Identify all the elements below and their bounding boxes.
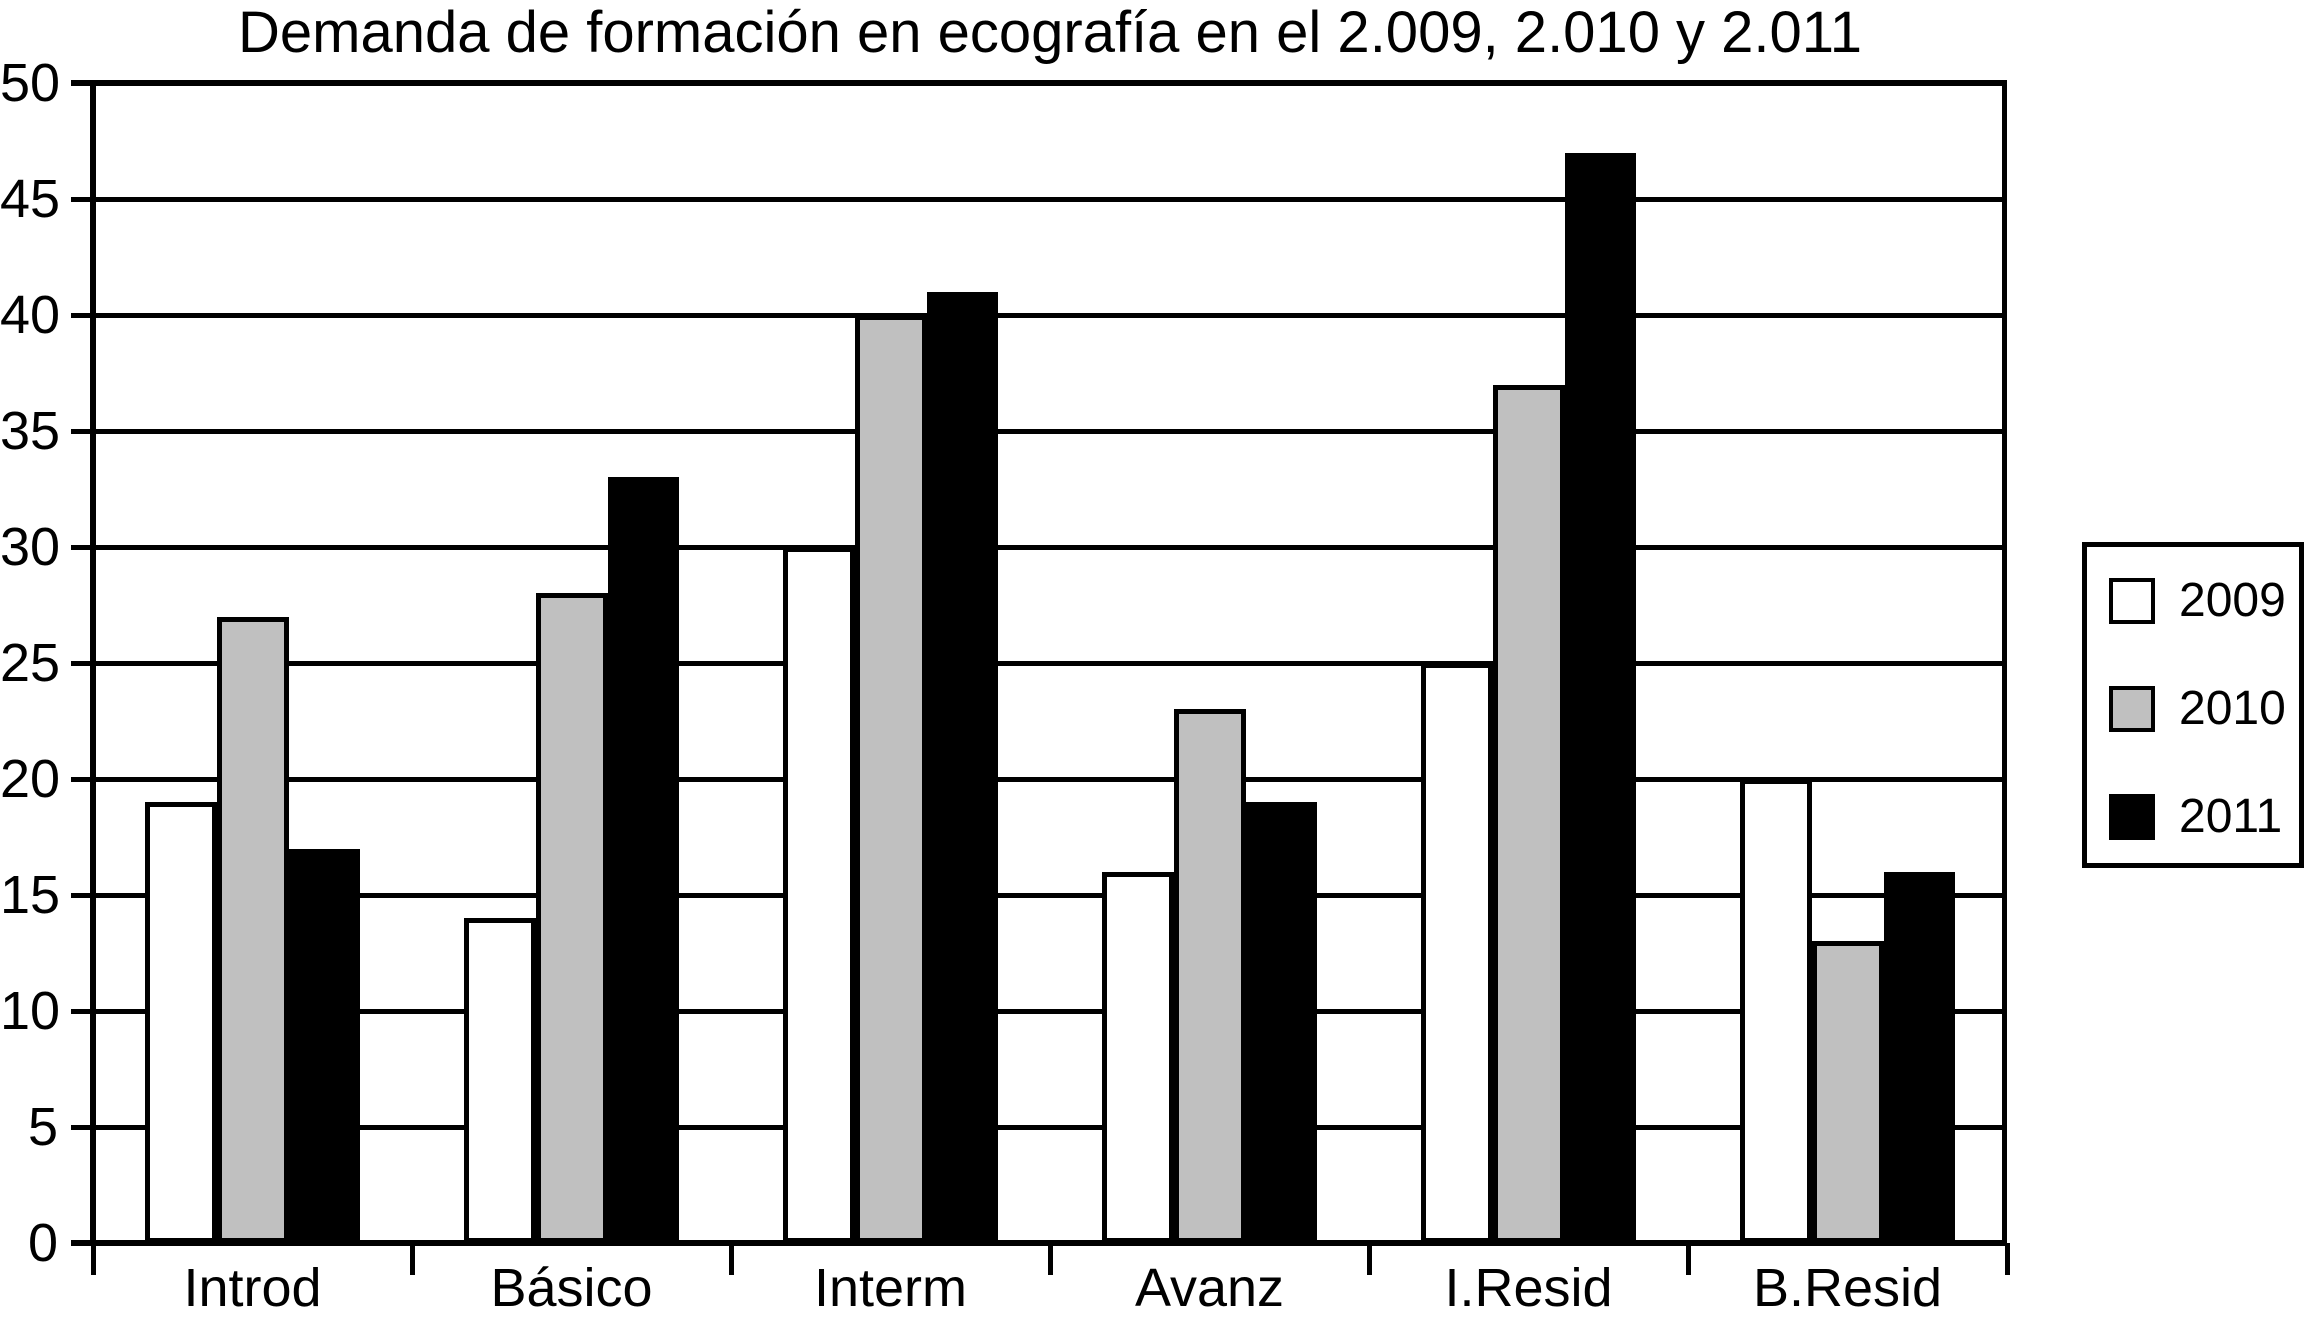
bar-2010-I.Resid — [1492, 384, 1565, 1243]
y-tick-label: 25 — [0, 633, 61, 693]
gridline — [71, 892, 2007, 898]
bar-2010-Interm — [854, 315, 927, 1243]
legend-label: 2010 — [2179, 682, 2286, 735]
category-label: B.Resid — [1752, 1258, 1943, 1318]
legend-entry-2009: 2009 — [2109, 574, 2299, 627]
bar-2011-Introd — [288, 848, 361, 1243]
gridline — [71, 660, 2007, 666]
bar-2009-Básico — [464, 918, 536, 1243]
bar-2011-Básico — [607, 477, 680, 1243]
bar-2009-I.Resid — [1421, 663, 1493, 1243]
legend-swatch-2010 — [2109, 686, 2155, 732]
y-tick-label: 0 — [27, 1213, 58, 1273]
x-axis-tick — [409, 1243, 415, 1275]
category-label: Avanz — [1134, 1258, 1285, 1318]
x-axis-tick — [2004, 1243, 2010, 1275]
bar-2010-Avanz — [1173, 709, 1246, 1243]
category-label: Básico — [490, 1258, 653, 1318]
bar-2009-B.Resid — [1740, 779, 1812, 1243]
plot-top-border — [71, 80, 2007, 86]
bar-2011-B.Resid — [1883, 871, 1956, 1243]
legend-swatch-2009 — [2109, 578, 2155, 624]
bar-2011-Avanz — [1245, 802, 1318, 1243]
y-tick-label: 10 — [0, 981, 61, 1041]
gridline — [71, 1124, 2007, 1130]
legend: 2009 2010 2011 — [2082, 542, 2304, 868]
x-axis-tick — [728, 1243, 734, 1275]
y-axis-line — [90, 80, 96, 1246]
y-tick-label: 50 — [0, 53, 61, 113]
category-label: I.Resid — [1444, 1258, 1613, 1318]
y-tick-label: 35 — [0, 401, 61, 461]
y-tick-label: 20 — [0, 749, 61, 809]
x-axis-tick — [1366, 1243, 1372, 1275]
y-tick-label: 40 — [0, 285, 61, 345]
bar-2009-Avanz — [1102, 871, 1174, 1243]
gridline — [71, 776, 2007, 782]
x-axis-tick — [1685, 1243, 1691, 1275]
gridline — [71, 312, 2007, 318]
bar-2011-Interm — [926, 291, 999, 1243]
legend-entry-2011: 2011 — [2109, 790, 2299, 843]
y-tick-label: 5 — [27, 1097, 58, 1157]
legend-swatch-2011 — [2109, 794, 2155, 840]
x-axis-line — [71, 1240, 2007, 1246]
gridline — [71, 1008, 2007, 1014]
legend-entry-2010: 2010 — [2109, 682, 2299, 735]
y-tick-label: 30 — [0, 517, 61, 577]
legend-label: 2009 — [2179, 574, 2286, 627]
category-label: Interm — [813, 1258, 968, 1318]
y-tick-label: 45 — [0, 169, 61, 229]
bar-2009-Introd — [145, 802, 217, 1243]
chart-title: Demanda de formación en ecografía en el … — [237, 0, 1863, 65]
bar-2010-B.Resid — [1811, 941, 1884, 1243]
plot-right-border — [2002, 80, 2007, 1246]
legend-label: 2011 — [2179, 790, 2283, 843]
gridline — [71, 196, 2007, 202]
x-axis-tick — [1047, 1243, 1053, 1275]
y-tick-label: 15 — [0, 865, 61, 925]
bar-2010-Introd — [216, 616, 289, 1243]
x-axis-tick — [90, 1243, 96, 1275]
bar-2010-Básico — [535, 593, 608, 1243]
category-label: Introd — [183, 1258, 322, 1318]
gridline — [71, 428, 2007, 434]
gridline — [71, 544, 2007, 550]
bar-2011-I.Resid — [1564, 152, 1637, 1243]
bar-2009-Interm — [783, 547, 855, 1243]
